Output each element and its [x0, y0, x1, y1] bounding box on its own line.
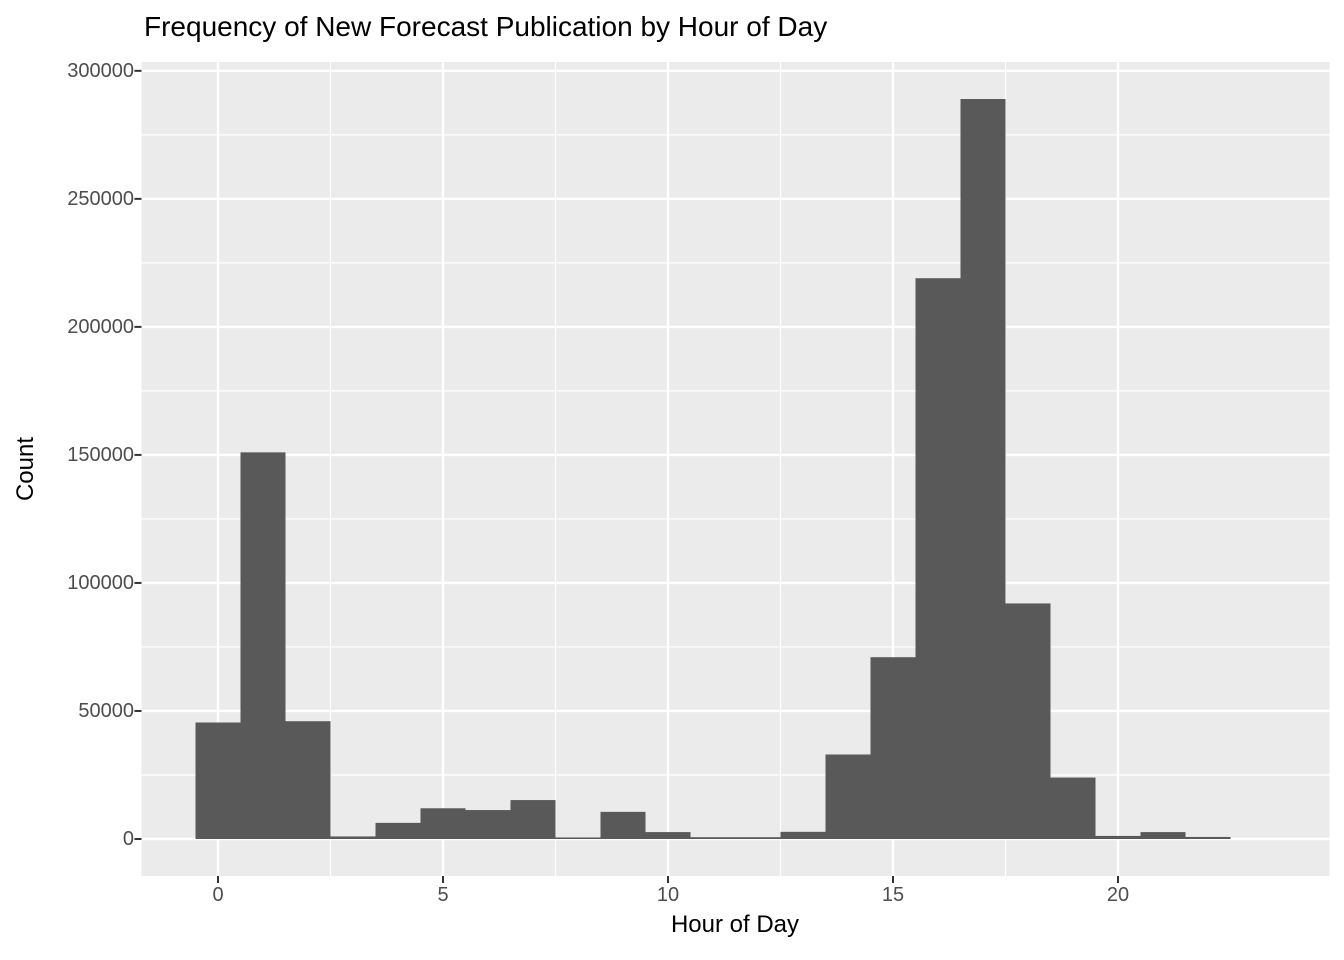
histogram-bar [330, 836, 376, 839]
histogram-bar [825, 754, 871, 839]
x-tick-label: 10 [656, 884, 680, 906]
y-tick-label: 150000 [67, 443, 134, 466]
y-tick-label: 300000 [67, 59, 134, 82]
y-tick-label: 200000 [67, 315, 134, 338]
histogram-bar [1095, 835, 1141, 839]
histogram-bar [510, 800, 556, 839]
x-axis-title: Hour of Day [670, 911, 800, 938]
histogram-bar [375, 822, 421, 839]
histogram-bar [690, 837, 736, 839]
histogram-bar [870, 657, 916, 839]
histogram-bar [1140, 832, 1186, 839]
y-tick-label: 50000 [78, 699, 134, 722]
x-tick-label: 5 [437, 884, 449, 906]
histogram-bar [1185, 836, 1231, 839]
histogram-bar [735, 837, 781, 839]
y-tick-label: 250000 [67, 187, 134, 210]
histogram-bar [780, 831, 826, 839]
x-tick-label: 0 [212, 884, 224, 906]
histogram-bar [1005, 603, 1051, 839]
histogram-bar [240, 452, 286, 839]
histogram-bar [465, 810, 511, 839]
histogram-bar [285, 721, 331, 839]
x-tick-label: 20 [1106, 884, 1130, 906]
histogram-bar [960, 99, 1006, 839]
y-tick-label: 0 [122, 828, 134, 850]
plot-title: Frequency of New Forecast Publication by… [144, 11, 828, 42]
y-tick-label: 100000 [67, 571, 134, 594]
histogram-bar [420, 808, 466, 839]
histogram-bar [645, 832, 691, 839]
histogram-bar [555, 837, 601, 839]
histogram-bar [1050, 777, 1096, 839]
histogram-bar [915, 278, 961, 839]
x-tick-label: 15 [881, 884, 905, 906]
histogram-bar [600, 811, 646, 839]
histogram-bar [195, 722, 241, 839]
